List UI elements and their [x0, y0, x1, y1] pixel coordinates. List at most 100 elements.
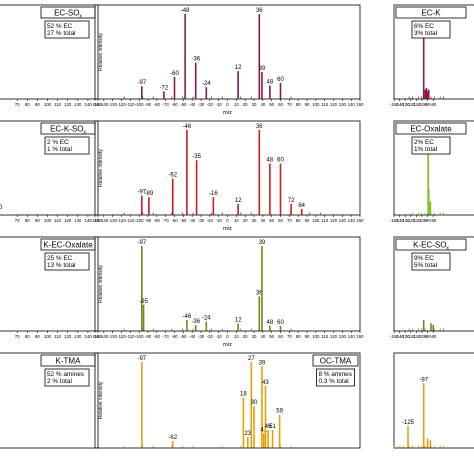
- x-tick-label: 50: [269, 334, 274, 339]
- x-tick-label: -110: [126, 102, 135, 107]
- x-tick-label: 110: [321, 334, 328, 339]
- x-tick-label: 60: [278, 102, 283, 107]
- x-tick-label: -80: [154, 334, 161, 339]
- peak-label: 18: [240, 392, 247, 398]
- panel-title-subscript: x: [83, 129, 86, 135]
- x-tick-label: 70: [287, 102, 292, 107]
- x-tick-label: 60: [278, 218, 283, 223]
- x-tick-label: 90: [35, 334, 40, 339]
- share-line: 8 % amines: [319, 371, 352, 378]
- peak-label: 72: [288, 198, 295, 204]
- share-line: 52 % amines: [47, 371, 84, 378]
- x-tick-label: 140: [348, 218, 356, 223]
- share-box: [316, 368, 355, 387]
- x-tick-label: 80: [296, 334, 301, 339]
- peak-label: 36: [256, 124, 263, 130]
- x-tick-label: 120: [64, 218, 72, 223]
- panel-frame: [94, 4, 361, 100]
- peak-label: 36: [256, 8, 263, 14]
- x-tick-label: 30: [252, 334, 257, 339]
- x-tick-label: 140: [348, 102, 356, 107]
- x-tick-label: -60: [171, 102, 178, 107]
- x-tick-label: 80: [25, 334, 30, 339]
- x-tick-label: 90: [35, 102, 40, 107]
- panel-3-1: Relative intensity -97 -62 18 23 27 30 39 41 43 46…: [94, 352, 361, 449]
- x-tick-label: -90: [424, 218, 431, 223]
- peak-label: -125: [402, 420, 415, 426]
- x-tick-label: -150: [390, 218, 399, 223]
- x-axis-label: m/z: [223, 110, 232, 116]
- peak-label: 59: [276, 409, 283, 415]
- x-tick-label: 150: [356, 218, 364, 223]
- x-tick-label: 50: [269, 102, 274, 107]
- x-tick-label: -130: [401, 334, 410, 339]
- peak-label: 12: [235, 65, 242, 71]
- x-tick-label: -110: [412, 334, 421, 339]
- x-tick-label: 70: [15, 218, 20, 223]
- x-tick-label: -140: [395, 102, 404, 107]
- panel-3-2: -125 -97: [393, 352, 474, 449]
- panel-frame: [393, 120, 474, 216]
- x-tick-label: 150: [356, 334, 364, 339]
- x-tick-label: -120: [117, 102, 126, 107]
- x-tick-label: -50: [180, 334, 187, 339]
- peak-label: 51: [269, 424, 276, 430]
- title-box: [395, 238, 467, 251]
- peak-label: -35: [192, 154, 201, 160]
- peak-label: -89: [145, 191, 154, 197]
- x-tick-label: -100: [135, 102, 144, 107]
- y-axis-label: Relative intensity: [98, 381, 104, 419]
- x-tick-label: 130: [74, 102, 82, 107]
- panel-frame: [0, 236, 99, 332]
- x-tick-label: 60: [278, 334, 283, 339]
- panel-1-0: 70 80 90 100 110 120 130 140 150 0 EC-K-SOx 2 % EC1…: [0, 120, 102, 223]
- panel-frame: [0, 4, 99, 100]
- x-tick-label: 150: [94, 102, 102, 107]
- panel-1-2: -150-140-130-120-110-100-90 -80 EC-Oxalate…: [390, 120, 474, 223]
- peak-label: 27: [248, 356, 255, 362]
- x-tick-label: 40: [260, 102, 265, 107]
- peak-label: -62: [168, 173, 177, 179]
- x-tick-label: -20: [207, 218, 214, 223]
- x-tick-label: 100: [312, 102, 320, 107]
- x-tick-label: 140: [84, 218, 92, 223]
- share-box: [411, 252, 451, 271]
- peak-label: 84: [298, 203, 305, 209]
- x-tick-label: -140: [100, 218, 109, 223]
- x-tick-label: 80: [25, 218, 30, 223]
- title-box: [312, 354, 359, 367]
- panel-frame: [94, 236, 361, 332]
- x-tick-label: 110: [321, 102, 328, 107]
- panel-title-subscript: x: [79, 13, 82, 19]
- x-tick-label: -10: [216, 102, 223, 107]
- panel-title: K-TMA: [56, 356, 82, 365]
- x-tick-label: 100: [44, 334, 52, 339]
- x-axis-label: m/z: [223, 342, 232, 348]
- x-tick-label: -150: [91, 102, 100, 107]
- x-axis-label: m/z: [223, 226, 232, 232]
- x-tick-label: 70: [287, 334, 292, 339]
- x-tick-label: -140: [395, 218, 404, 223]
- share-line: 13 % total: [47, 262, 75, 269]
- peak-label: 43: [262, 380, 269, 386]
- x-tick-label: -30: [198, 334, 205, 339]
- x-tick-label: -90: [424, 102, 431, 107]
- x-tick-label: 140: [348, 334, 356, 339]
- x-tick-label: 20: [243, 218, 248, 223]
- share-line: 2 % EC: [47, 139, 69, 146]
- share-box: [44, 368, 90, 387]
- x-tick-label: -30: [198, 218, 205, 223]
- x-tick-label: -60: [171, 334, 178, 339]
- share-box: [411, 20, 451, 39]
- y-axis-label: Relative intensity: [98, 149, 104, 187]
- panel-frame: [393, 352, 474, 449]
- x-tick-label: -110: [412, 102, 421, 107]
- share-line: 2% EC: [414, 139, 434, 146]
- x-tick-label: 70: [287, 218, 292, 223]
- x-tick-label: -70: [163, 102, 170, 107]
- share-line: 5% total: [414, 262, 437, 269]
- x-tick-label: -90: [424, 334, 431, 339]
- x-tick-label: -140: [395, 334, 404, 339]
